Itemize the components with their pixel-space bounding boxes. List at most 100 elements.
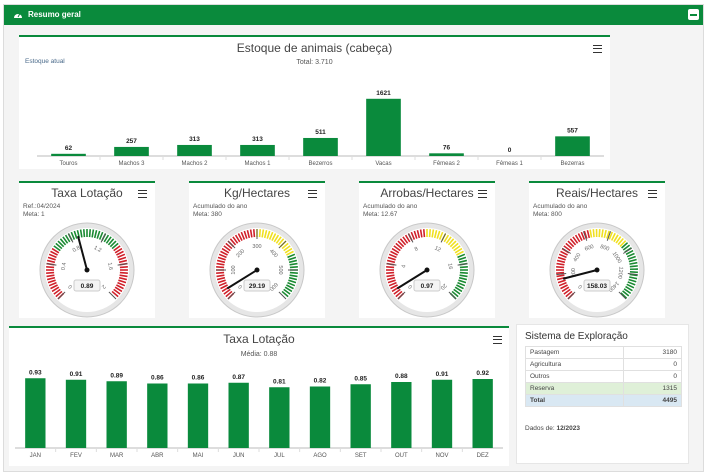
gauge-tick-label: 400 xyxy=(573,252,583,263)
gauge-band-tick xyxy=(567,240,575,248)
gauge-band-tick xyxy=(556,265,565,269)
gauge-major-tick xyxy=(606,231,612,241)
gauge-reference: Acumulado do ano xyxy=(193,203,248,210)
data-label: 76 xyxy=(443,144,451,151)
gauge-band-tick xyxy=(592,229,595,238)
gauge-tick-label: 200 xyxy=(235,248,246,259)
bar xyxy=(228,382,249,448)
gauge-band-tick xyxy=(447,238,455,246)
gauge-band-tick xyxy=(288,276,298,281)
gauge-band-tick xyxy=(105,236,112,244)
gauge-band-tick xyxy=(98,231,104,240)
chart-menu-button[interactable] xyxy=(593,45,602,53)
gauge-band-tick xyxy=(70,231,76,240)
gauge-band-tick xyxy=(286,250,294,256)
gauge-band-tick xyxy=(572,236,579,244)
gauge-band-tick xyxy=(271,233,277,241)
bar xyxy=(350,384,371,448)
gauge-major-tick xyxy=(582,231,588,241)
gauge-dial: 0 0.4 0.8 1.2 1.6 2 0.89 xyxy=(39,222,135,318)
gauge-band-tick xyxy=(443,234,450,243)
gauge-tick-label: 500 xyxy=(277,265,283,274)
gauge-band-tick xyxy=(240,231,246,240)
table-row: Reserva 1315 xyxy=(524,382,682,395)
gauge-band-tick xyxy=(47,279,56,284)
gauge-band-tick xyxy=(459,274,468,278)
gauge-pivot xyxy=(84,267,90,273)
gauge-band-tick xyxy=(606,230,610,239)
gauge-band-tick xyxy=(119,271,128,275)
category-label: Fêmeas 1 xyxy=(496,161,523,167)
gauge-band-tick xyxy=(289,262,298,266)
gauge-band-tick xyxy=(114,247,123,254)
gauge-band-tick xyxy=(557,256,566,261)
gauge-band-tick xyxy=(96,230,101,239)
chart-menu-button[interactable] xyxy=(648,190,657,198)
gauge-value-box xyxy=(583,279,611,292)
gauge-band-tick xyxy=(93,229,98,239)
category-label: NOV xyxy=(435,453,448,459)
data-label: 0.87 xyxy=(232,374,245,381)
gauge-band-tick xyxy=(623,288,632,295)
gauge-tick-label: 4 xyxy=(401,264,407,268)
stock-chart-card: Estoque de animais (cabeça) Total: 3.710… xyxy=(19,35,610,169)
gauge-band-tick xyxy=(613,234,619,243)
gauge-pivot xyxy=(424,267,430,273)
data-label: 0.86 xyxy=(192,375,205,382)
stock-current-label: Estoque atual xyxy=(25,58,65,65)
bar xyxy=(309,386,331,448)
gauge-band-tick xyxy=(629,265,638,268)
gauge-band-tick xyxy=(451,290,459,298)
gauge-major-tick xyxy=(407,233,414,243)
gauge-band-tick xyxy=(216,265,225,269)
gauge-band-tick xyxy=(459,271,468,275)
panel-header[interactable]: Resumo geral xyxy=(4,5,703,25)
gauge-band-tick xyxy=(288,259,298,264)
gauge-band-tick xyxy=(601,229,604,238)
gauge-needle xyxy=(562,269,598,280)
gauge-band-tick xyxy=(627,255,636,260)
date-label: Dados de: xyxy=(525,425,555,432)
data-label: 0.91 xyxy=(436,371,449,378)
gauge-band-tick xyxy=(252,229,256,238)
data-label: 62 xyxy=(65,145,73,152)
gauge-band-tick xyxy=(449,240,457,248)
gauge-band-tick xyxy=(216,271,225,275)
chart-menu-button[interactable] xyxy=(478,190,487,198)
gauge-target: Meta: 12.67 xyxy=(363,211,398,218)
row-value: 4495 xyxy=(623,394,682,407)
stock-chart-title: Estoque de animais (cabeça) xyxy=(236,41,393,55)
gauge-band-tick xyxy=(395,242,403,250)
gauge-reference: Acumulado do ano xyxy=(533,203,588,210)
gauge-band-tick xyxy=(119,274,128,278)
gauge-band-tick xyxy=(113,288,121,295)
gauge-band-tick xyxy=(223,245,231,252)
gauge-band-tick xyxy=(629,261,638,265)
gauge-major-tick xyxy=(46,263,57,266)
gauge-value-box xyxy=(413,279,441,292)
gauge-band-tick xyxy=(565,290,573,298)
bar xyxy=(106,381,127,448)
gauge-band-tick xyxy=(574,234,581,243)
chart-menu-button[interactable] xyxy=(493,336,502,344)
chart-menu-button[interactable] xyxy=(138,190,147,198)
chart-menu-button[interactable] xyxy=(308,190,317,198)
collapse-button[interactable] xyxy=(688,9,699,20)
gauge-tick-label: 400 xyxy=(268,248,279,259)
gauge-band-tick xyxy=(237,233,243,241)
gauge-title: Arrobas/Hectares xyxy=(380,186,474,200)
gauge-band-tick xyxy=(454,286,463,293)
gauge-band-tick xyxy=(118,276,128,281)
category-label: JAN xyxy=(30,453,41,459)
category-label: Bezerras xyxy=(560,161,584,167)
gauge-major-tick xyxy=(100,233,107,243)
gauge-band-tick xyxy=(565,242,573,250)
data-label: 1621 xyxy=(376,90,391,97)
gauge-band-tick xyxy=(216,276,226,281)
gauge-band-tick xyxy=(386,276,396,281)
gauge-tick-label: 800 xyxy=(599,244,610,253)
gauge-band-tick xyxy=(266,230,271,239)
gauge-band-tick xyxy=(416,229,421,239)
gauge-band-tick xyxy=(393,288,401,295)
